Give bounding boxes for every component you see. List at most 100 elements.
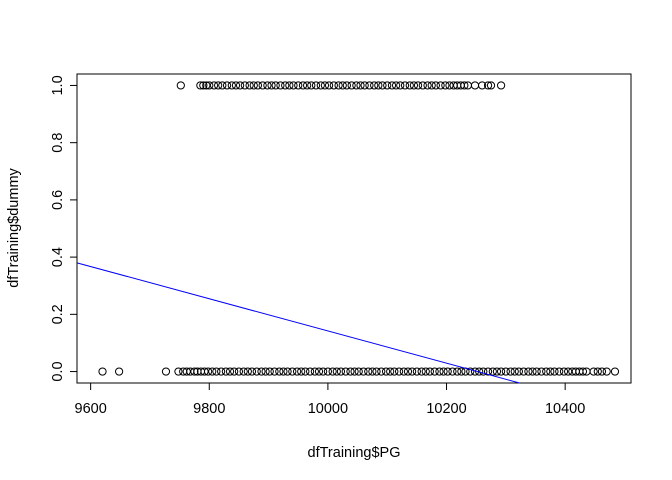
x-tick-label: 10000 <box>308 401 348 417</box>
data-point <box>418 81 427 90</box>
data-point <box>258 81 267 90</box>
data-point <box>247 367 257 376</box>
x-axis-label: dfTraining$PG <box>308 445 401 461</box>
data-point <box>350 367 359 376</box>
regression-line <box>76 262 520 384</box>
data-point <box>381 367 391 376</box>
data-point <box>334 81 343 90</box>
y-tick-label: 0.4 <box>50 247 66 267</box>
data-point <box>310 367 319 376</box>
data-point <box>324 81 334 90</box>
y-tick-label: 0.0 <box>50 361 66 381</box>
data-point <box>519 367 528 376</box>
data-point <box>217 367 226 376</box>
data-point <box>303 81 312 90</box>
data-point <box>347 81 356 90</box>
data-point <box>578 367 588 376</box>
data-point <box>555 367 564 376</box>
data-point <box>234 367 244 376</box>
data-point <box>392 81 401 90</box>
data-point <box>457 367 466 376</box>
data-point <box>298 81 308 90</box>
data-point <box>240 81 249 90</box>
data-point <box>374 81 383 90</box>
data-point <box>281 81 290 90</box>
data-point <box>510 367 519 376</box>
data-point <box>346 367 355 376</box>
data-point <box>593 367 602 376</box>
data-point <box>559 367 569 376</box>
data-point <box>196 81 205 90</box>
data-point <box>431 81 440 90</box>
data-point <box>292 367 302 376</box>
data-point <box>263 81 272 90</box>
data-point <box>218 81 227 90</box>
data-point <box>276 81 285 90</box>
data-point <box>413 81 423 90</box>
data-point <box>214 81 223 90</box>
data-point <box>383 81 392 90</box>
data-point <box>270 367 279 376</box>
data-point <box>236 81 245 90</box>
data-point <box>202 81 211 90</box>
data-point <box>253 81 263 90</box>
data-point <box>341 367 350 376</box>
data-point <box>448 367 457 376</box>
data-point <box>443 367 452 376</box>
data-point <box>466 367 475 376</box>
data-point <box>396 81 405 90</box>
data-point <box>182 367 191 376</box>
data-point <box>294 81 303 90</box>
data-point <box>205 81 214 90</box>
y-tick-label: 1.0 <box>50 75 66 95</box>
data-point <box>306 367 315 376</box>
data-point <box>288 367 297 376</box>
data-point <box>439 367 448 376</box>
data-point <box>412 367 421 376</box>
data-point <box>430 367 439 376</box>
data-point <box>368 367 377 376</box>
data-point <box>564 367 573 376</box>
data-point <box>597 367 607 376</box>
data-point <box>542 367 551 376</box>
data-point <box>436 81 445 90</box>
data-point <box>257 367 266 376</box>
data-point <box>243 367 252 376</box>
data-point <box>314 367 324 376</box>
data-point <box>370 81 379 90</box>
data-point <box>514 367 523 376</box>
data-point <box>285 81 294 90</box>
data-point <box>261 367 270 376</box>
data-point <box>602 367 611 376</box>
data-point <box>589 367 598 376</box>
data-point <box>190 367 199 376</box>
data-point <box>328 367 337 376</box>
data-point <box>297 367 306 376</box>
data-point <box>354 367 363 376</box>
data-point <box>506 367 515 376</box>
data-point <box>403 367 413 376</box>
data-point <box>283 367 292 376</box>
data-point <box>332 367 341 376</box>
data-point <box>231 81 241 90</box>
data-point <box>610 367 620 376</box>
data-point <box>537 367 546 376</box>
data-point <box>486 81 496 90</box>
data-point <box>307 81 316 90</box>
data-point <box>423 81 432 90</box>
data-point <box>390 367 399 376</box>
data-point <box>249 81 258 90</box>
x-tick-label: 9800 <box>193 401 225 417</box>
data-point <box>399 367 408 376</box>
data-point <box>338 81 347 90</box>
data-point <box>311 81 321 90</box>
data-point <box>267 81 276 90</box>
data-point <box>453 367 462 376</box>
y-tick-label: 0.2 <box>50 304 66 324</box>
data-point <box>417 367 426 376</box>
y-tick-label: 0.6 <box>50 190 66 210</box>
data-point <box>497 367 506 376</box>
x-axis: 9600 9800 10000 10200 10400 <box>75 383 585 417</box>
data-point <box>225 367 235 376</box>
data-point <box>239 367 248 376</box>
